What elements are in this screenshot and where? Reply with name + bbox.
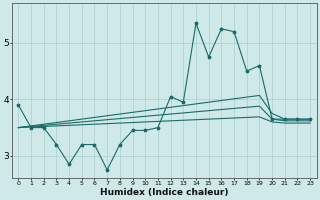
X-axis label: Humidex (Indice chaleur): Humidex (Indice chaleur) (100, 188, 228, 197)
